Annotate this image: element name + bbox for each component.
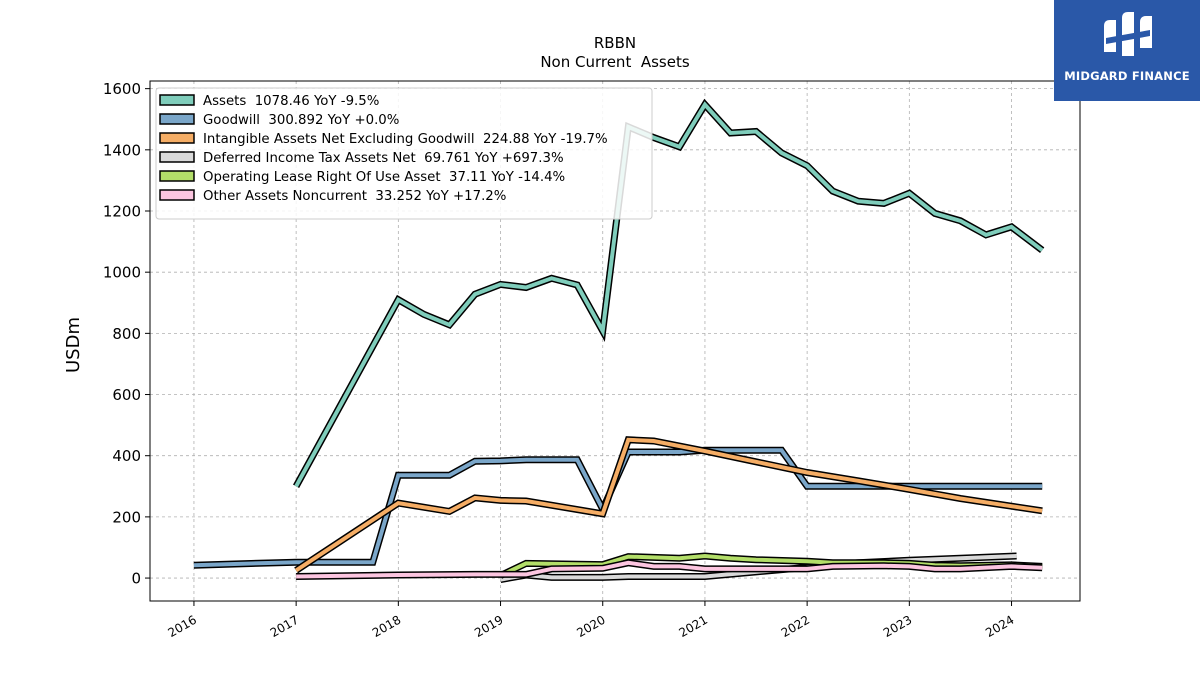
- series-assets: [293, 98, 1045, 488]
- x-tick-label: 2023: [881, 613, 914, 640]
- x-tick-label: 2022: [779, 613, 812, 640]
- legend-box: [155, 87, 653, 220]
- legend-swatch: [159, 170, 195, 182]
- legend-swatch: [159, 132, 195, 144]
- y-tick-label: 1400: [103, 141, 141, 159]
- y-tick-label: 200: [112, 508, 141, 526]
- x-tick-label: 2016: [166, 613, 199, 640]
- legend-item: Intangible Assets Net Excluding Goodwill…: [159, 132, 608, 147]
- y-tick-label: 1000: [103, 264, 141, 282]
- chart-subtitle: Non Current Assets: [540, 53, 690, 71]
- series-lines: [193, 98, 1045, 584]
- x-tick-label: 2021: [677, 613, 710, 640]
- legend-label: Other Assets Noncurrent 33.252 YoY +17.2…: [203, 189, 506, 204]
- x-tick-label: 2020: [574, 613, 607, 640]
- y-tick-label: 1600: [103, 80, 141, 98]
- x-tick-label: 2019: [472, 613, 505, 640]
- x-tick-label: 2024: [983, 613, 1016, 640]
- x-tick-label: 2018: [370, 613, 403, 640]
- legend-item: Assets 1078.46 YoY -9.5%: [159, 94, 379, 109]
- chart-title: RBBN: [594, 34, 636, 52]
- legend-label: Assets 1078.46 YoY -9.5%: [203, 94, 379, 109]
- legend-swatch: [159, 113, 195, 125]
- y-tick-label: 1200: [103, 203, 141, 221]
- y-tick-label: 400: [112, 447, 141, 465]
- series-line: [295, 437, 1043, 573]
- legend-item: Operating Lease Right Of Use Asset 37.11…: [159, 170, 565, 185]
- series-deferred-income-tax-assets-net: [499, 552, 1017, 584]
- legend-swatch: [159, 189, 195, 201]
- midgard-logo-icon: [1104, 12, 1152, 56]
- series-goodwill: [193, 446, 1043, 569]
- series-line: [296, 560, 1043, 579]
- y-tick-label: 600: [112, 386, 141, 404]
- x-tick-label: 2017: [268, 613, 301, 640]
- legend-label: Deferred Income Tax Assets Net 69.761 Yo…: [203, 151, 564, 166]
- y-tick-label: 0: [131, 570, 141, 588]
- legend-label: Operating Lease Right Of Use Asset 37.11…: [203, 170, 565, 185]
- series-line: [294, 101, 1044, 488]
- brand-logo: MIDGARD FINANCE: [1054, 0, 1200, 101]
- legend-label: Intangible Assets Net Excluding Goodwill…: [203, 132, 608, 147]
- series-intangible-assets-net-excluding-goodwill: [294, 436, 1043, 574]
- y-axis-label: USDm: [63, 317, 84, 373]
- plot-frame: [149, 80, 1081, 602]
- y-tick-label: 800: [112, 325, 141, 343]
- series-line: [193, 448, 1043, 568]
- brand-name: MIDGARD FINANCE: [1064, 69, 1190, 83]
- legend-swatch: [159, 151, 195, 163]
- legend-item: Goodwill 300.892 YoY +0.0%: [159, 113, 399, 128]
- legend-label: Goodwill 300.892 YoY +0.0%: [203, 113, 399, 128]
- legend: Assets 1078.46 YoY -9.5% Goodwill 300.892…: [155, 87, 653, 220]
- legend-item: Deferred Income Tax Assets Net 69.761 Yo…: [159, 151, 564, 166]
- legend-swatch: [159, 94, 195, 106]
- legend-item: Other Assets Noncurrent 33.252 YoY +17.2…: [159, 189, 506, 204]
- series-other-assets-noncurrent: [296, 559, 1043, 580]
- series-line: [500, 554, 1017, 582]
